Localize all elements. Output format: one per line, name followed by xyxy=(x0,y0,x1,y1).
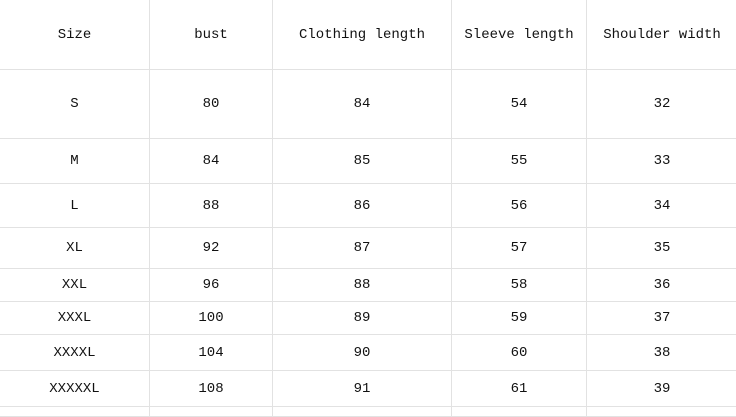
empty-cell xyxy=(150,407,273,417)
cell-clothing-length: 87 xyxy=(273,228,452,269)
header-sleeve-length: Sleeve length xyxy=(452,0,587,70)
cell-shoulder-width: 34 xyxy=(587,184,736,228)
cell-bust: 88 xyxy=(150,184,273,228)
cell-sleeve-length: 59 xyxy=(452,302,587,335)
cell-bust: 84 xyxy=(150,139,273,184)
cell-sleeve-length: 54 xyxy=(452,70,587,139)
header-row: Size bust Clothing length Sleeve length … xyxy=(0,0,736,70)
cell-bust: 92 xyxy=(150,228,273,269)
cell-size: XXXXL xyxy=(0,335,150,371)
cell-clothing-length: 86 xyxy=(273,184,452,228)
cell-size: XXL xyxy=(0,269,150,302)
empty-cell xyxy=(452,407,587,417)
header-clothing-length: Clothing length xyxy=(273,0,452,70)
cell-shoulder-width: 37 xyxy=(587,302,736,335)
cell-clothing-length: 90 xyxy=(273,335,452,371)
cell-shoulder-width: 32 xyxy=(587,70,736,139)
cell-clothing-length: 85 xyxy=(273,139,452,184)
cell-sleeve-length: 56 xyxy=(452,184,587,228)
cell-sleeve-length: 60 xyxy=(452,335,587,371)
cell-shoulder-width: 33 xyxy=(587,139,736,184)
cell-shoulder-width: 36 xyxy=(587,269,736,302)
empty-row xyxy=(0,407,736,417)
cell-bust: 80 xyxy=(150,70,273,139)
cell-shoulder-width: 35 xyxy=(587,228,736,269)
cell-bust: 104 xyxy=(150,335,273,371)
header-size: Size xyxy=(0,0,150,70)
cell-sleeve-length: 58 xyxy=(452,269,587,302)
cell-sleeve-length: 55 xyxy=(452,139,587,184)
cell-bust: 96 xyxy=(150,269,273,302)
empty-cell xyxy=(273,407,452,417)
cell-shoulder-width: 39 xyxy=(587,371,736,407)
cell-bust: 100 xyxy=(150,302,273,335)
cell-size: S xyxy=(0,70,150,139)
cell-sleeve-length: 61 xyxy=(452,371,587,407)
cell-shoulder-width: 38 xyxy=(587,335,736,371)
cell-size: XL xyxy=(0,228,150,269)
cell-size: XXXXXL xyxy=(0,371,150,407)
cell-clothing-length: 89 xyxy=(273,302,452,335)
header-bust: bust xyxy=(150,0,273,70)
cell-clothing-length: 91 xyxy=(273,371,452,407)
cell-size: XXXL xyxy=(0,302,150,335)
cell-bust: 108 xyxy=(150,371,273,407)
empty-cell xyxy=(587,407,736,417)
cell-sleeve-length: 57 xyxy=(452,228,587,269)
cell-size: M xyxy=(0,139,150,184)
cell-clothing-length: 84 xyxy=(273,70,452,139)
empty-cell xyxy=(0,407,150,417)
cell-clothing-length: 88 xyxy=(273,269,452,302)
header-shoulder-width: Shoulder width xyxy=(587,0,736,70)
cell-size: L xyxy=(0,184,150,228)
